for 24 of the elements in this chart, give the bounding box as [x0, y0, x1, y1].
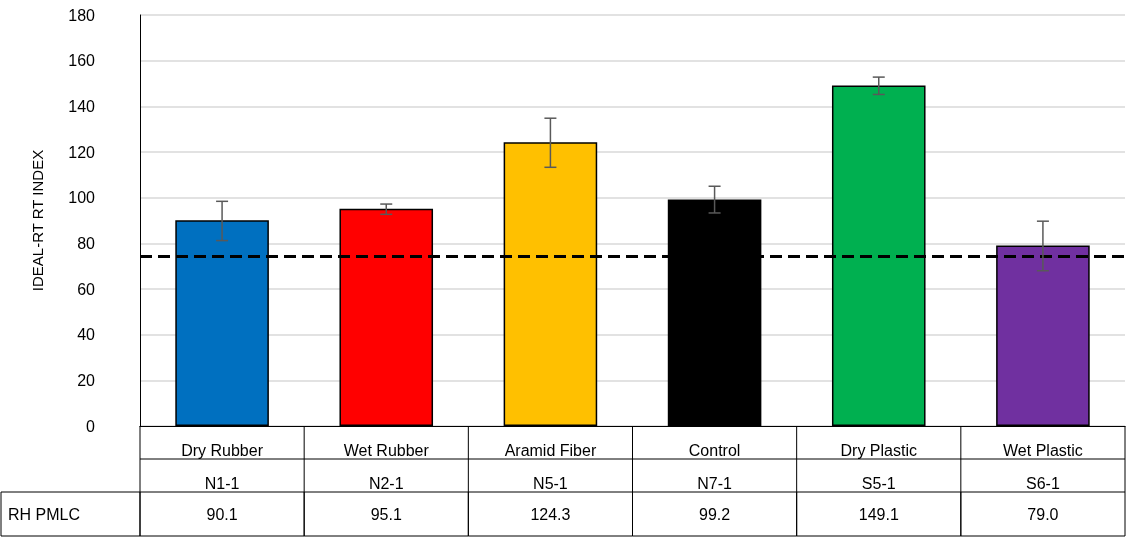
data-label: 124.3 [530, 505, 571, 523]
x-tick-label: Control N7-1 [688, 442, 741, 492]
y-axis-title: IDEAL-RT RT INDEX [29, 149, 46, 292]
data-label: 90.1 [206, 505, 238, 523]
y-tick-label: 160 [68, 52, 96, 70]
x-tick-label: Wet Rubber N2-1 [343, 442, 430, 492]
data-label: 99.2 [699, 505, 731, 523]
y-tick-label: 180 [68, 6, 96, 24]
y-tick-label: 0 [86, 417, 96, 435]
data-label: 95.1 [370, 505, 402, 523]
data-label: 79.0 [1027, 505, 1059, 523]
y-tick-label: 100 [68, 189, 96, 207]
y-tick-label: 80 [77, 234, 96, 252]
y-tick-label: 20 [77, 371, 96, 389]
x-tick-label: Wet Plastic S6-1 [1003, 442, 1083, 492]
data-label: 149.1 [858, 505, 899, 523]
y-tick-label: 140 [68, 97, 96, 115]
x-tick-label: Dry Plastic S5-1 [840, 442, 917, 492]
y-tick-label: 60 [77, 280, 96, 298]
x-tick-label: Dry Rubber N1-1 [181, 442, 264, 492]
y-tick-label: 40 [77, 326, 96, 344]
y-tick-label: 120 [68, 143, 96, 161]
x-tick-label: Aramid Fiber N5-1 [504, 442, 597, 492]
text: RH PMLC [8, 505, 81, 523]
